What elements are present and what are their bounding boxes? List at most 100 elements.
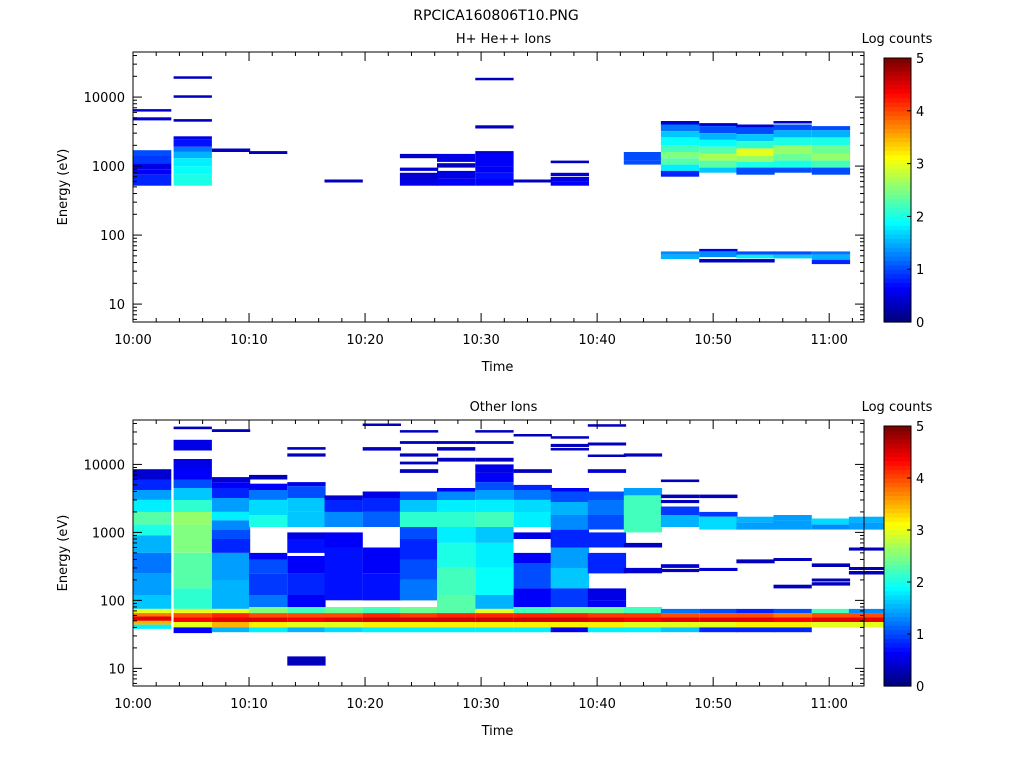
colorbar-segment — [884, 625, 911, 631]
colorbar-segment — [884, 512, 911, 518]
heatmap-cell — [773, 520, 812, 530]
heatmap-cell — [249, 500, 288, 516]
heatmap-cell — [848, 547, 888, 551]
heatmap-cell — [287, 532, 326, 539]
colorbar-segment — [884, 225, 911, 231]
heatmap-cell — [362, 447, 401, 451]
colorbar-segment — [884, 638, 911, 644]
heatmap-cell — [773, 617, 812, 623]
plot-frame — [132, 51, 865, 323]
colorbar-tick-label: 0 — [916, 316, 924, 331]
colorbar: 0 1 2 3 4 5 Log counts — [862, 400, 933, 695]
heatmap-cell — [287, 511, 326, 527]
heatmap-cell — [736, 251, 775, 255]
heatmap-cell — [173, 511, 212, 525]
heatmap-cell — [587, 600, 627, 607]
heatmap-cell — [587, 607, 627, 614]
colorbar-segment — [884, 84, 911, 90]
heatmap-cell — [211, 627, 251, 633]
heatmap-cell — [811, 167, 851, 175]
colorbar-segment — [884, 106, 911, 112]
heatmap-cell — [513, 532, 552, 539]
heatmap-cell — [513, 588, 552, 607]
colorbar-segment — [884, 172, 911, 178]
heatmap-cell — [587, 552, 627, 574]
heatmap-cell — [699, 613, 738, 618]
heatmap-cell — [133, 613, 172, 617]
heatmap-cell — [211, 511, 251, 521]
heatmap-cell — [660, 494, 700, 499]
heatmap-cell — [399, 500, 439, 512]
heatmap-cell — [587, 515, 627, 530]
heatmap-cell — [773, 584, 812, 589]
heatmap-cell — [399, 622, 439, 628]
heatmap-cell — [550, 622, 589, 628]
heatmap-cell — [811, 259, 851, 265]
heatmap-cell — [324, 607, 363, 614]
heatmap-cell — [550, 181, 589, 186]
heatmap-cell — [811, 582, 851, 586]
heatmap-cell — [437, 170, 476, 179]
heatmap-cell — [736, 522, 775, 530]
colorbar-segment — [884, 137, 911, 143]
heatmap-cell — [660, 251, 700, 255]
colorbar-segment — [884, 150, 911, 156]
colorbar-segment — [884, 595, 911, 600]
heatmap-cell — [513, 484, 552, 490]
colorbar-segment — [884, 612, 911, 618]
heatmap-cell — [249, 607, 288, 614]
x-tick-label: 10:00 — [114, 697, 151, 712]
heatmap-cell — [437, 627, 476, 633]
heatmap-cell — [660, 622, 700, 628]
y-tick-label: 100 — [100, 594, 125, 609]
heatmap-cell — [699, 567, 738, 571]
colorbar-tick-label: 5 — [916, 420, 924, 435]
heatmap-cell — [362, 498, 401, 512]
heatmap-cell — [362, 617, 401, 623]
colorbar-segment — [884, 486, 911, 492]
heatmap-cell — [848, 522, 888, 530]
colorbar-segment — [884, 194, 911, 200]
heatmap-cell — [550, 567, 589, 589]
heatmap-cell — [811, 251, 851, 255]
heatmap-cell — [660, 568, 700, 573]
heatmap-cell — [437, 511, 476, 527]
colorbar-segment — [884, 216, 911, 222]
heatmap-cell — [550, 488, 589, 492]
heatmap-cell — [173, 139, 212, 147]
heatmap-cell — [773, 160, 812, 168]
heatmap-cell — [550, 588, 589, 607]
heatmap-cell — [133, 163, 172, 170]
heatmap-cell — [736, 134, 775, 142]
heatmap-cell — [736, 127, 775, 135]
heatmap-cell — [211, 148, 251, 152]
heatmap-cell — [587, 617, 627, 623]
heatmap-cell — [587, 424, 627, 427]
heatmap-cell — [699, 494, 738, 499]
heatmap-cell — [437, 163, 476, 168]
heatmap-cell — [399, 461, 439, 465]
colorbar-segment — [884, 590, 911, 596]
heatmap-cell — [399, 453, 439, 457]
heatmap-cell — [475, 595, 514, 609]
heatmap-cell — [133, 535, 172, 553]
heatmap-cell — [660, 158, 700, 165]
panel-title: Other Ions — [470, 400, 538, 415]
colorbar-segment — [884, 317, 911, 323]
colorbar-segment — [884, 260, 911, 266]
x-tick-label: 10:40 — [578, 333, 615, 348]
heatmap-cell — [287, 453, 326, 457]
colorbar-segment — [884, 642, 911, 648]
heatmap-cell — [133, 117, 172, 121]
heatmap-cell — [550, 176, 589, 182]
colorbar-segment — [884, 634, 911, 639]
heatmap-cell — [699, 617, 738, 623]
heatmap-cell — [475, 472, 514, 483]
colorbar-segment — [884, 681, 911, 687]
heatmap-cell — [773, 254, 812, 259]
colorbar-segment — [884, 220, 911, 226]
colorbar-segment — [884, 538, 911, 544]
heatmap-cell — [437, 447, 476, 451]
